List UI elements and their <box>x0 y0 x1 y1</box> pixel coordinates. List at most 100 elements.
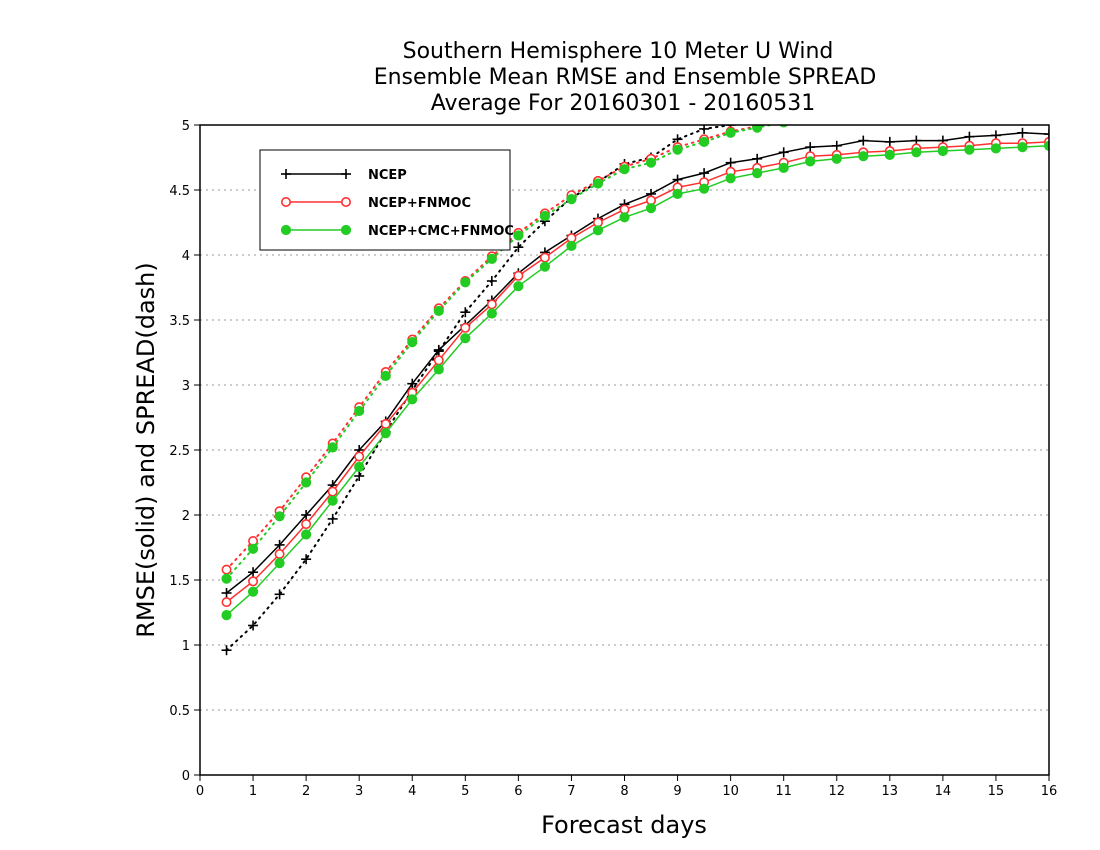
x-tick-label: 9 <box>673 784 681 799</box>
chart-title-line-2: Ensemble Mean RMSE and Ensemble SPREAD <box>374 65 877 90</box>
point-ncep-rmse <box>778 147 789 158</box>
point-ncep-rmse <box>221 588 232 598</box>
x-axis: 0 1 2 3 4 5 6 7 8 9 10 11 12 13 14 15 16 <box>196 775 1057 799</box>
point-ncep-cmc-fnmoc-rmse <box>407 394 418 405</box>
legend-label: NCEP <box>368 168 407 183</box>
point-ncep-fnmoc-rmse <box>380 418 391 429</box>
point-ncep-spread <box>274 589 285 600</box>
point-ncep-cmc-fnmoc-rmse <box>672 188 683 199</box>
point-ncep-fnmoc-rmse <box>301 519 312 530</box>
point-ncep-cmc-fnmoc-spread <box>725 127 736 138</box>
point-ncep-fnmoc-rmse <box>354 451 365 462</box>
series-line-ncep-fnmoc-spread <box>225 125 769 571</box>
point-ncep-cmc-fnmoc-spread <box>380 370 391 381</box>
point-ncep-cmc-fnmoc-spread <box>513 230 524 241</box>
point-ncep-cmc-fnmoc-spread <box>991 97 1000 106</box>
point-ncep-cmc-fnmoc-rmse <box>858 151 869 162</box>
point-ncep-cmc-fnmoc-rmse <box>539 261 551 272</box>
y-tick-label: 0.5 <box>169 704 190 719</box>
point-ncep-fnmoc-rmse <box>248 576 259 587</box>
point-ncep-cmc-fnmoc-rmse <box>513 281 524 292</box>
point-ncep-fnmoc-spread <box>833 109 841 117</box>
y-tick-label: 5 <box>182 119 190 134</box>
legend-marker <box>341 169 351 179</box>
point-ncep-fnmoc-spread <box>886 104 894 112</box>
point-ncep-spread <box>354 471 365 481</box>
point-ncep-cmc-fnmoc-rmse <box>301 529 312 540</box>
point-ncep-cmc-fnmoc-rmse <box>937 145 948 157</box>
point-ncep-spread <box>858 107 868 117</box>
point-ncep-rmse <box>884 136 895 147</box>
point-ncep-spread <box>327 513 338 524</box>
point-ncep-fnmoc-spread <box>939 100 947 108</box>
point-ncep-cmc-fnmoc-spread <box>698 136 710 147</box>
point-ncep-cmc-fnmoc-spread <box>247 543 259 554</box>
x-tick-label: 2 <box>302 784 310 799</box>
point-ncep-cmc-fnmoc-rmse <box>805 156 816 167</box>
point-ncep-cmc-fnmoc-rmse <box>831 153 842 164</box>
point-ncep-cmc-fnmoc-spread <box>354 405 365 417</box>
point-ncep-fnmoc-spread <box>965 97 973 105</box>
legend-marker <box>281 169 291 179</box>
point-ncep-cmc-fnmoc-spread <box>407 337 418 348</box>
point-ncep-cmc-fnmoc-spread <box>645 157 657 168</box>
point-ncep-cmc-fnmoc-spread <box>566 194 577 205</box>
point-ncep-cmc-fnmoc-rmse <box>592 225 604 236</box>
legend: NCEP NCEP+FNMOC NCEP+CMC+FNMOC <box>259 149 514 251</box>
point-ncep-rmse <box>433 344 444 355</box>
x-tick-label: 10 <box>722 784 739 799</box>
y-tick-label: 3.5 <box>169 314 190 329</box>
point-ncep-cmc-fnmoc-spread <box>1044 94 1053 103</box>
x-tick-label: 0 <box>196 784 204 799</box>
point-ncep-spread <box>779 115 789 125</box>
point-ncep-rmse <box>725 157 736 168</box>
y-tick-label: 4 <box>182 249 190 264</box>
x-tick-label: 7 <box>567 784 575 799</box>
legend-marker <box>280 224 292 236</box>
point-ncep-cmc-fnmoc-spread <box>539 210 551 222</box>
point-ncep-cmc-fnmoc-spread <box>486 253 497 264</box>
x-tick-label: 12 <box>828 784 845 799</box>
point-ncep-rmse <box>752 153 763 164</box>
point-ncep-fnmoc-rmse <box>486 299 497 310</box>
point-ncep-cmc-fnmoc-rmse <box>460 333 471 344</box>
legend-box <box>259 149 511 251</box>
point-ncep-spread <box>832 110 842 120</box>
x-tick-label: 3 <box>355 784 363 799</box>
chart-title: Southern Hemisphere 10 Meter U Wind Ense… <box>374 39 877 116</box>
y-axis-label: RMSE(solid) and SPREAD(dash) <box>132 262 160 638</box>
point-ncep-cmc-fnmoc-rmse <box>354 461 365 472</box>
point-ncep-fnmoc-rmse <box>433 355 444 366</box>
point-ncep-cmc-fnmoc-rmse <box>911 147 922 158</box>
point-ncep-spread <box>486 276 497 286</box>
legend-label: NCEP+CMC+FNMOC <box>368 224 514 239</box>
point-ncep-rmse <box>1017 127 1028 138</box>
point-ncep-cmc-fnmoc-rmse <box>433 364 444 375</box>
point-ncep-rmse <box>301 510 312 520</box>
point-ncep-rmse <box>805 142 816 153</box>
point-ncep-cmc-fnmoc-rmse <box>486 308 497 319</box>
y-tick-label: 1.5 <box>169 574 190 589</box>
point-ncep-fnmoc-rmse <box>221 597 232 608</box>
point-ncep-cmc-fnmoc-rmse <box>247 586 259 597</box>
legend-item-ncep-cmc-fnmoc: NCEP+CMC+FNMOC <box>280 224 514 239</box>
x-tick-label: 1 <box>249 784 257 799</box>
point-ncep-fnmoc-spread <box>780 125 787 127</box>
point-ncep-cmc-fnmoc-spread <box>859 107 868 116</box>
point-ncep-cmc-fnmoc-spread <box>832 110 841 119</box>
point-ncep-cmc-fnmoc-spread <box>752 125 763 133</box>
y-tick-label: 4.5 <box>169 184 190 199</box>
y-tick-label: 3 <box>182 379 190 394</box>
point-ncep-cmc-fnmoc-rmse <box>274 558 285 569</box>
x-tick-label: 13 <box>882 784 899 799</box>
point-ncep-spread <box>911 102 921 112</box>
point-ncep-cmc-fnmoc-spread <box>433 305 444 316</box>
point-ncep-cmc-fnmoc-spread <box>221 573 232 584</box>
point-ncep-cmc-fnmoc-rmse <box>884 149 895 160</box>
point-ncep-cmc-fnmoc-spread <box>619 164 630 175</box>
legend-item-ncep: NCEP <box>281 168 407 183</box>
legend-label: NCEP+FNMOC <box>368 196 471 211</box>
point-ncep-cmc-fnmoc-spread <box>672 144 683 155</box>
y-tick-label: 2.5 <box>169 444 190 459</box>
